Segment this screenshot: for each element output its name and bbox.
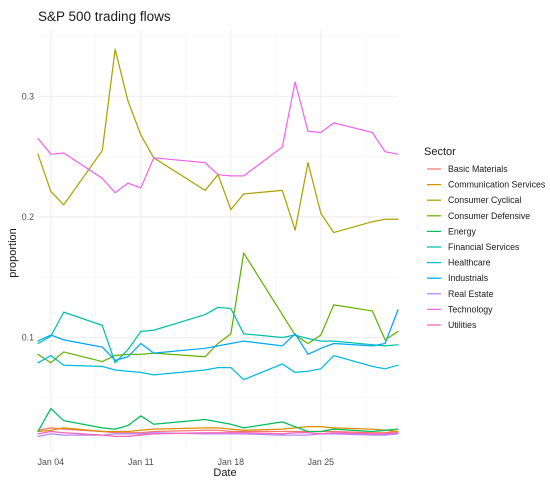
chart-title: S&P 500 trading flows (38, 9, 171, 24)
x-tick-label: Jan 11 (128, 457, 154, 467)
y-tick-label: 0.2 (22, 212, 34, 222)
legend-label-industrials: Industrials (448, 273, 489, 283)
legend-label-consumer-defensive: Consumer Defensive (448, 211, 530, 221)
legend-label-real-estate: Real Estate (448, 289, 494, 299)
legend-label-healthcare: Healthcare (448, 258, 491, 268)
series-line-financial-services (37, 306, 399, 364)
series-line-industrials (37, 309, 399, 361)
legend: Sector Basic Materials Communication Serv… (424, 146, 546, 330)
series-line-communication-services (37, 426, 399, 433)
legend-items: Basic Materials Communication Services Con… (427, 164, 546, 330)
legend-label-technology: Technology (448, 304, 493, 314)
legend-label-basic-materials: Basic Materials (448, 164, 508, 174)
series-line-consumer-cyclical (37, 48, 399, 234)
x-tick-label: Jan 25 (308, 457, 335, 467)
legend-label-consumer-cyclical: Consumer Cyclical (448, 195, 521, 205)
series-line-healthcare (37, 354, 399, 381)
x-tick-label: Jan 04 (38, 457, 65, 467)
legend-label-communication-services: Communication Services (448, 180, 546, 190)
legend-label-financial-services: Financial Services (448, 242, 520, 252)
x-axis-title: Date (213, 467, 236, 479)
grid (38, 30, 398, 452)
y-tick-label: 0.3 (22, 91, 34, 101)
legend-title: Sector (424, 146, 456, 158)
y-tick-label: 0.1 (22, 332, 34, 342)
series-layer (37, 48, 399, 437)
series-line-technology (37, 81, 399, 194)
x-axis-ticks: Jan 04 Jan 11 Jan 18 Jan 25 (38, 457, 335, 467)
legend-label-energy: Energy (448, 226, 476, 236)
y-axis-ticks: 0.1 0.2 0.3 (22, 91, 34, 342)
legend-label-utilities: Utilities (448, 320, 477, 330)
series-line-utilities (37, 430, 399, 437)
series-line-consumer-defensive (37, 252, 399, 364)
series-line-energy (37, 407, 399, 433)
y-axis-title: proportion (7, 228, 19, 278)
x-tick-label: Jan 18 (218, 457, 245, 467)
